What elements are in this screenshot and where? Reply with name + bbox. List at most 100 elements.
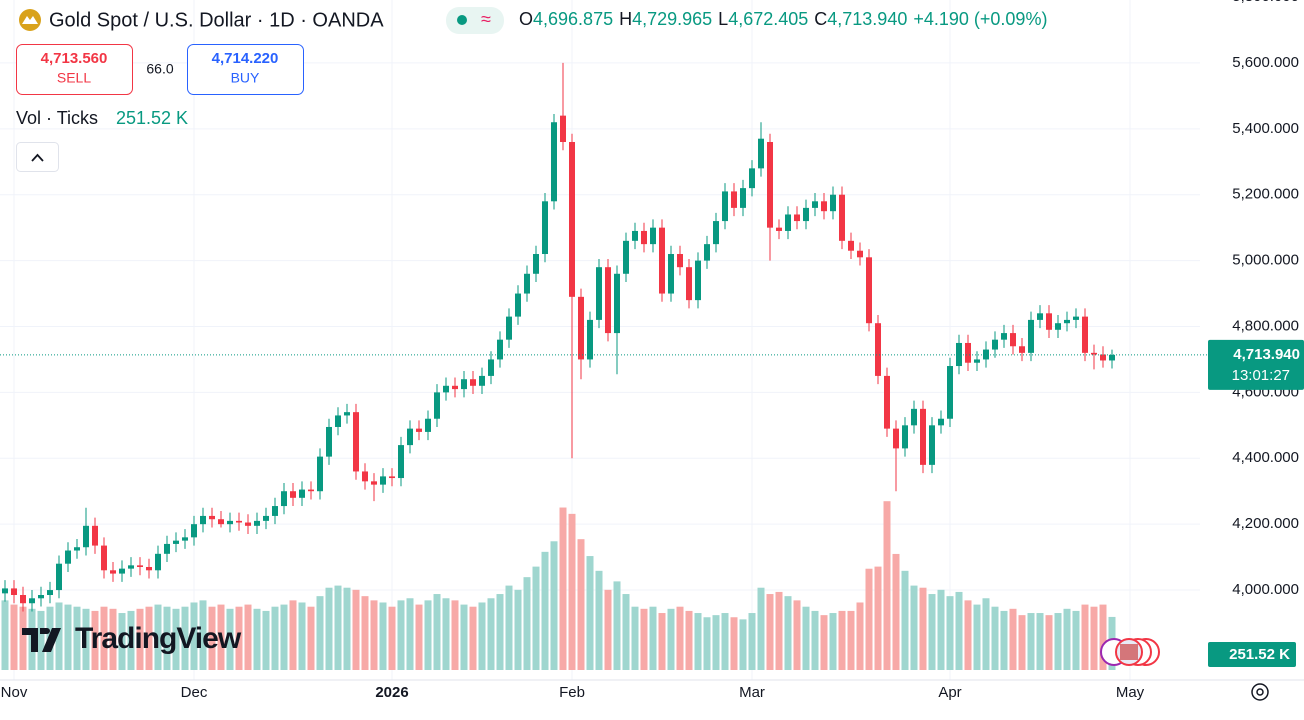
status-pill	[446, 7, 504, 34]
candle-body	[119, 568, 125, 574]
volume-bar	[586, 556, 594, 670]
buy-price[interactable]: 4,714.220	[212, 50, 279, 67]
volume-bar	[73, 606, 81, 670]
volume-bar	[622, 594, 630, 670]
volume-bar	[82, 608, 90, 670]
candle-body	[1091, 352, 1097, 355]
candle-body	[587, 319, 593, 360]
candle-body	[182, 537, 188, 541]
candle-body	[56, 563, 62, 591]
candle-body	[47, 590, 53, 595]
volume-bar	[208, 606, 216, 670]
volume-bar	[1054, 613, 1062, 670]
candle-body	[686, 267, 692, 301]
symbol-icon-mark	[22, 16, 38, 24]
volume-bar	[289, 600, 297, 670]
candle-body	[542, 201, 548, 255]
volume-bar	[109, 608, 117, 670]
volume-bar	[172, 608, 180, 670]
volume-bar	[820, 615, 828, 670]
y-tick-label: 5,400.000	[1232, 120, 1299, 137]
volume-bar	[1072, 610, 1080, 670]
candle-body	[290, 491, 296, 498]
buy-label[interactable]: BUY	[231, 70, 260, 86]
candle-body	[497, 339, 503, 360]
volume-bar	[406, 598, 414, 670]
candle-body	[1028, 319, 1034, 353]
candle-body	[308, 489, 314, 492]
volume-bar	[154, 604, 162, 670]
sell-price[interactable]: 4,713.560	[41, 50, 108, 67]
volume-bar	[631, 606, 639, 670]
volume-bar	[658, 613, 666, 670]
volume-bar	[19, 606, 27, 670]
volume-bar	[1027, 613, 1035, 670]
candle-body	[965, 342, 971, 363]
volume-bar	[802, 606, 810, 670]
candle-body	[632, 230, 638, 241]
candle-body	[1010, 333, 1016, 347]
candle-body	[884, 375, 890, 429]
volume-bar	[694, 613, 702, 670]
volume-bar	[190, 602, 198, 670]
volume-bar	[424, 600, 432, 670]
candle-body	[425, 418, 431, 432]
sell-button[interactable]	[16, 44, 133, 95]
candle-body	[452, 385, 458, 390]
volume-bar	[244, 604, 252, 670]
candle-body	[1109, 354, 1115, 361]
volume-bar	[856, 602, 864, 670]
settings-icon-core[interactable]	[1256, 688, 1264, 696]
candle-body	[911, 408, 917, 426]
candle-body	[866, 257, 872, 324]
volume-pane	[1, 501, 1116, 670]
candle-body	[20, 595, 26, 604]
candle-body	[839, 194, 845, 241]
collapse-button[interactable]	[16, 142, 59, 172]
candle-body	[245, 522, 251, 526]
volume-bar	[1081, 604, 1089, 670]
volume-bar	[874, 566, 882, 670]
candle-body	[416, 428, 422, 432]
x-tick-label: Mar	[739, 684, 765, 701]
candle-body	[335, 415, 341, 427]
candle-body	[353, 412, 359, 472]
volume-bar	[532, 566, 540, 670]
x-tick-label: Feb	[559, 684, 585, 701]
volume-bar	[775, 591, 783, 670]
volume-bar	[451, 600, 459, 670]
volume-bar	[829, 613, 837, 670]
candle-body	[281, 491, 287, 507]
y-tick-label: 5,600.000	[1232, 54, 1299, 71]
settings-icon[interactable]	[1251, 683, 1269, 701]
collapse-icon[interactable]	[31, 153, 44, 162]
volume-bar	[757, 587, 765, 670]
volume-bar	[955, 591, 963, 670]
candle-body	[974, 359, 980, 363]
volume-bar	[271, 606, 279, 670]
candle-body	[1046, 313, 1052, 330]
volume-bar	[919, 587, 927, 670]
volume-bar	[379, 602, 387, 670]
candle-body	[947, 366, 953, 419]
volume-bar	[712, 615, 720, 670]
candle-body	[776, 227, 782, 231]
candle-body	[146, 566, 152, 571]
buy-button[interactable]	[187, 44, 304, 95]
volume-bar	[163, 606, 171, 670]
candle-body	[164, 543, 170, 554]
candle-body	[1055, 323, 1061, 330]
volume-bar	[793, 600, 801, 670]
volume-bar	[442, 598, 450, 670]
sell-label[interactable]: SELL	[57, 70, 91, 86]
volume-bar	[325, 587, 333, 670]
y-tick-label: 4,200.000	[1232, 515, 1299, 532]
logo-mark	[22, 628, 61, 652]
volume-bar	[676, 606, 684, 670]
volume-bar	[496, 594, 504, 670]
candle-body	[218, 519, 224, 525]
volume-bar	[298, 602, 306, 670]
volume-bar	[523, 577, 531, 670]
y-tick-label: 5,800.000	[1232, 0, 1299, 5]
